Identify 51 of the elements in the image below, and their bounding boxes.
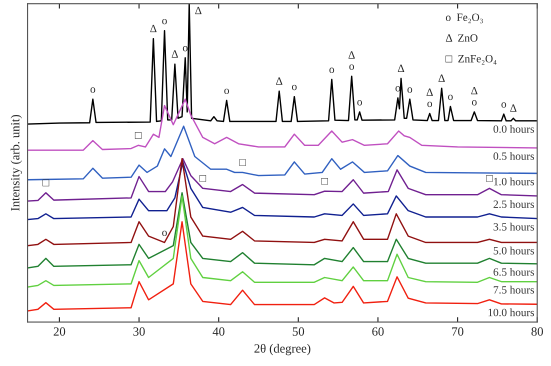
annotation: o xyxy=(472,100,477,106)
annotation: o xyxy=(162,230,167,236)
annotation: o xyxy=(501,102,506,108)
annotation: Δ xyxy=(471,86,478,94)
annotation: o xyxy=(349,64,354,70)
x-axis-title: 2θ (degree) xyxy=(254,344,310,356)
series-label: 6.5 hours xyxy=(494,268,534,276)
series-label: 10.0 hours xyxy=(488,308,534,316)
annotation: o xyxy=(292,84,297,90)
annotation: Δ xyxy=(172,50,178,58)
annotation: □ xyxy=(239,159,246,166)
y-axis-title: Intensity (arb. unit) xyxy=(10,114,22,211)
annotation: Δ ZnO xyxy=(446,34,478,42)
annotation: o xyxy=(182,46,188,52)
annotation: o xyxy=(90,87,96,93)
annotation: o xyxy=(448,94,453,100)
annotation: □ ZnFe₂O₄ xyxy=(446,54,497,65)
x-tick-label: 70 xyxy=(452,327,464,336)
series-label: 1.0 hours xyxy=(494,178,534,186)
x-tick-label: 80 xyxy=(531,327,543,336)
x-tick-label: 30 xyxy=(133,327,145,336)
x-tick-label: 50 xyxy=(292,327,304,336)
annotation: o xyxy=(224,88,229,94)
annotation: □ xyxy=(321,178,328,185)
annotation: □ xyxy=(42,180,50,186)
annotation: o xyxy=(329,68,334,74)
series-label: 2.5 hours xyxy=(494,200,534,208)
annotation: o xyxy=(357,100,362,106)
x-tick-label: 60 xyxy=(372,327,384,336)
annotation: Δ xyxy=(438,74,445,82)
annotation: Δ xyxy=(276,77,282,85)
x-tick-label: 20 xyxy=(54,327,66,336)
annotation: □ xyxy=(199,175,206,182)
annotation: Δ xyxy=(150,24,157,32)
annotation: Δ xyxy=(348,51,355,59)
annotation: Δ xyxy=(195,6,202,14)
series-label: 0.5 hours xyxy=(494,152,534,160)
series-label: 3.5 hours xyxy=(494,222,534,231)
annotation: □ xyxy=(486,175,493,182)
series-label: 7.5 hours xyxy=(494,286,534,294)
annotation: o xyxy=(427,102,432,108)
annotation: Δ xyxy=(398,64,404,72)
annotation: □ xyxy=(134,132,142,139)
annotation: o Fe₂O₃ xyxy=(446,14,483,24)
series-label: 0.0 hours xyxy=(494,125,534,133)
annotation: Δ xyxy=(426,88,433,96)
annotation: Δ xyxy=(510,104,516,112)
annotation: o xyxy=(162,18,167,24)
annotation: o xyxy=(407,87,412,93)
x-tick-label: 40 xyxy=(212,327,224,336)
series-label: 5.0 hours xyxy=(494,246,534,255)
